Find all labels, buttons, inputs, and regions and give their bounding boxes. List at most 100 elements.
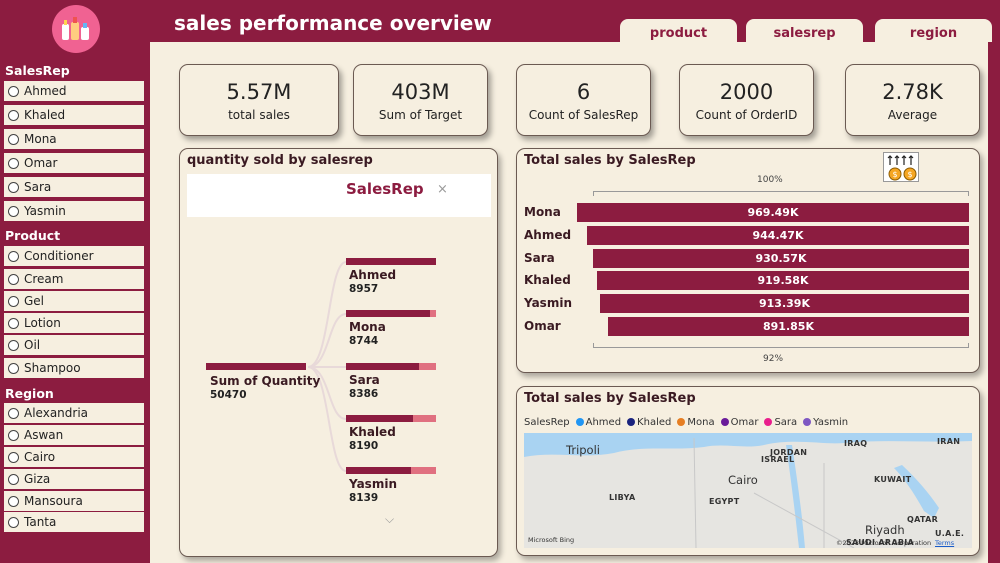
radio-icon xyxy=(8,250,19,262)
bar-value-label: 969.49K xyxy=(747,206,799,219)
slicer-item-product[interactable]: Shampoo xyxy=(4,358,144,378)
kpi-card-target: 403M Sum of Target xyxy=(353,64,488,136)
right-border xyxy=(988,42,1000,563)
bar-value-label: 930.57K xyxy=(755,251,807,265)
panel-title: Total sales by SalesRep xyxy=(524,153,696,168)
radio-icon xyxy=(8,339,19,351)
coins-icon: $ $ xyxy=(883,152,919,182)
slicer-item-product[interactable]: Conditioner xyxy=(4,246,144,266)
radio-icon xyxy=(8,157,19,169)
slicer-item-region[interactable]: Tanta xyxy=(4,512,144,532)
tree-root-bar[interactable] xyxy=(206,363,306,370)
map-copyright: ©2023 Microsoft Corporation xyxy=(836,539,932,547)
radio-icon xyxy=(8,205,19,217)
tree-node-bar[interactable] xyxy=(346,310,436,317)
slicer-item-region[interactable]: Alexandria xyxy=(4,403,144,423)
kpi-value: 2000 xyxy=(719,80,774,104)
kpi-card-average: 2.78K Average xyxy=(845,64,980,136)
kpi-label: total sales xyxy=(228,108,290,122)
slicer-item-salesrep[interactable]: Sara xyxy=(4,177,144,197)
radio-icon xyxy=(8,181,19,193)
tab-region[interactable]: region xyxy=(875,19,992,44)
slicer-item-salesrep[interactable]: Ahmed xyxy=(4,81,144,101)
map-label: IRAQ xyxy=(844,439,868,448)
slicer-item-salesrep[interactable]: Mona xyxy=(4,129,144,149)
legend-item[interactable]: Yasmin xyxy=(803,417,848,428)
map-canvas[interactable]: Tripoli LIBYA EGYPT Cairo ISRAEL JORDAN … xyxy=(524,433,972,548)
map-label: ISRAEL xyxy=(761,455,795,464)
bar-value-label: 891.85K xyxy=(763,320,814,333)
radio-icon xyxy=(8,451,19,463)
top-pct-label: 100% xyxy=(757,175,783,185)
kpi-label: Count of OrderID xyxy=(695,108,798,122)
tree-node-name: Sara xyxy=(349,373,380,387)
legend-item[interactable]: Mona xyxy=(677,417,715,428)
bar-yasmin[interactable]: 913.39K xyxy=(600,294,969,314)
radio-icon xyxy=(8,429,19,441)
bar-sara[interactable]: 930.57K xyxy=(593,248,969,268)
slicer-item-region[interactable]: Aswan xyxy=(4,425,144,445)
close-icon[interactable]: × xyxy=(437,182,448,197)
map-label: U.A.E. xyxy=(935,529,965,538)
map-label: Tripoli xyxy=(566,443,600,457)
bar-omar[interactable]: 891.85K xyxy=(608,317,969,336)
slicer-item-salesrep[interactable]: Yasmin xyxy=(4,201,144,221)
tree-level-popup: SalesRep × xyxy=(187,174,491,217)
salesrep-slicer-title: SalesRep xyxy=(5,63,70,78)
chevron-down-icon[interactable]: ⌵ xyxy=(385,512,395,526)
radio-icon xyxy=(8,516,19,528)
bar-mona[interactable]: 969.49K xyxy=(577,203,969,222)
kpi-value: 6 xyxy=(576,80,591,104)
tree-node-bar[interactable] xyxy=(346,363,436,370)
slicer-item-region[interactable]: Mansoura xyxy=(4,491,144,511)
slicer-item-product[interactable]: Oil xyxy=(4,335,144,355)
kpi-label: Count of SalesRep xyxy=(528,108,639,122)
sales-by-salesrep-bar-panel: Total sales by SalesRep $ $ 100% Mona 969… xyxy=(516,148,980,373)
bar-category-label: Sara xyxy=(524,250,555,265)
cosmetics-logo xyxy=(52,5,100,53)
tree-node-bar[interactable] xyxy=(346,258,436,265)
radio-icon xyxy=(8,407,19,419)
page-title: sales performance overview xyxy=(174,11,492,35)
slicer-item-region[interactable]: Giza xyxy=(4,469,144,489)
kpi-value: 5.57M xyxy=(226,80,292,104)
tree-node-value: 8139 xyxy=(349,492,379,504)
slicer-item-product[interactable]: Gel xyxy=(4,291,144,311)
slicer-item-salesrep[interactable]: Khaled xyxy=(4,105,144,125)
legend-item[interactable]: Ahmed xyxy=(575,417,621,428)
legend-item[interactable]: Khaled xyxy=(627,417,671,428)
decomposition-tree-panel: quantity sold by salesrep SalesRep × Sum… xyxy=(179,148,498,557)
tab-product[interactable]: product xyxy=(620,19,737,44)
bar-category-label: Yasmin xyxy=(524,296,572,311)
tree-node-bar[interactable] xyxy=(346,467,436,474)
tree-node-value: 8744 xyxy=(349,335,379,347)
slicer-item-salesrep[interactable]: Omar xyxy=(4,153,144,173)
panel-title: quantity sold by salesrep xyxy=(187,153,373,168)
radio-icon xyxy=(8,133,19,145)
map-label: KUWAIT xyxy=(874,475,912,484)
kpi-label: Sum of Target xyxy=(378,108,463,122)
tree-node-bar[interactable] xyxy=(346,415,436,422)
bar-khaled[interactable]: 919.58K xyxy=(597,271,969,291)
kpi-label: Average xyxy=(887,108,938,122)
tree-node-value: 8386 xyxy=(349,388,379,400)
legend-item[interactable]: Omar xyxy=(720,417,758,428)
tree-node-name: Ahmed xyxy=(349,268,397,282)
bar-ahmed[interactable]: 944.47K xyxy=(587,225,969,245)
map-terms-link[interactable]: Terms xyxy=(935,539,955,547)
map-label: SAUDI ARABIA xyxy=(846,538,915,547)
product-slicer-title: Product xyxy=(5,228,61,243)
map-label: Riyadh xyxy=(865,523,905,537)
bar-value-label: 913.39K xyxy=(759,297,810,311)
map-label: QATAR xyxy=(907,515,939,524)
radio-icon xyxy=(8,85,19,97)
slicer-item-product[interactable]: Lotion xyxy=(4,313,144,333)
tree-node-value: 8190 xyxy=(349,440,379,452)
slicer-item-region[interactable]: Cairo xyxy=(4,447,144,467)
kpi-card-order-count: 2000 Count of OrderID xyxy=(679,64,814,136)
slicer-item-product[interactable]: Cream xyxy=(4,269,144,289)
map-legend: SalesRep Ahmed Khaled Mona Omar Sara Yas… xyxy=(524,417,848,428)
tab-salesrep[interactable]: salesrep xyxy=(746,19,863,44)
map-label: EGYPT xyxy=(709,497,740,506)
legend-item[interactable]: Sara xyxy=(764,417,797,428)
